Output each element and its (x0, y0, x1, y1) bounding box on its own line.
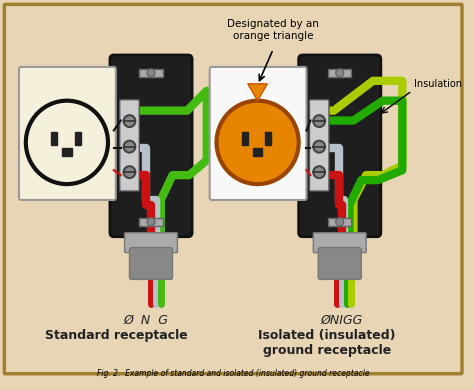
Circle shape (313, 166, 325, 178)
Circle shape (313, 115, 325, 127)
Circle shape (336, 218, 344, 226)
Polygon shape (248, 84, 267, 101)
Circle shape (124, 141, 136, 152)
Bar (242, 133, 248, 145)
Bar (253, 148, 263, 156)
Text: Insulation: Insulation (414, 79, 462, 89)
Text: ØNIGG: ØNIGG (320, 314, 363, 327)
FancyBboxPatch shape (4, 4, 462, 374)
Bar (139, 218, 163, 226)
Bar (139, 69, 163, 77)
Circle shape (313, 141, 325, 152)
FancyBboxPatch shape (120, 100, 139, 191)
Text: Designated by an
orange triangle: Designated by an orange triangle (228, 19, 319, 41)
FancyBboxPatch shape (310, 100, 329, 191)
Circle shape (336, 69, 344, 77)
Circle shape (147, 218, 155, 226)
Text: Isolated (insulated)
ground receptacle: Isolated (insulated) ground receptacle (258, 329, 396, 357)
Text: Standard receptacle: Standard receptacle (46, 329, 188, 342)
Circle shape (124, 115, 136, 127)
FancyBboxPatch shape (313, 233, 366, 253)
Bar (51, 133, 57, 145)
FancyBboxPatch shape (129, 248, 173, 279)
FancyBboxPatch shape (19, 67, 116, 200)
FancyBboxPatch shape (318, 248, 361, 279)
Circle shape (26, 101, 108, 184)
Bar (62, 148, 72, 156)
Circle shape (124, 166, 136, 178)
FancyBboxPatch shape (110, 55, 192, 237)
Circle shape (217, 101, 299, 184)
Circle shape (147, 69, 155, 77)
Text: Ø  N  G: Ø N G (124, 314, 169, 327)
FancyBboxPatch shape (210, 67, 307, 200)
Text: Fig. 2.  Example of standard and isolated (insulated) ground receptacle: Fig. 2. Example of standard and isolated… (97, 369, 369, 378)
Bar (328, 218, 352, 226)
Bar (265, 133, 271, 145)
FancyBboxPatch shape (125, 233, 177, 253)
Bar (75, 133, 81, 145)
Bar (328, 69, 352, 77)
FancyBboxPatch shape (299, 55, 381, 237)
